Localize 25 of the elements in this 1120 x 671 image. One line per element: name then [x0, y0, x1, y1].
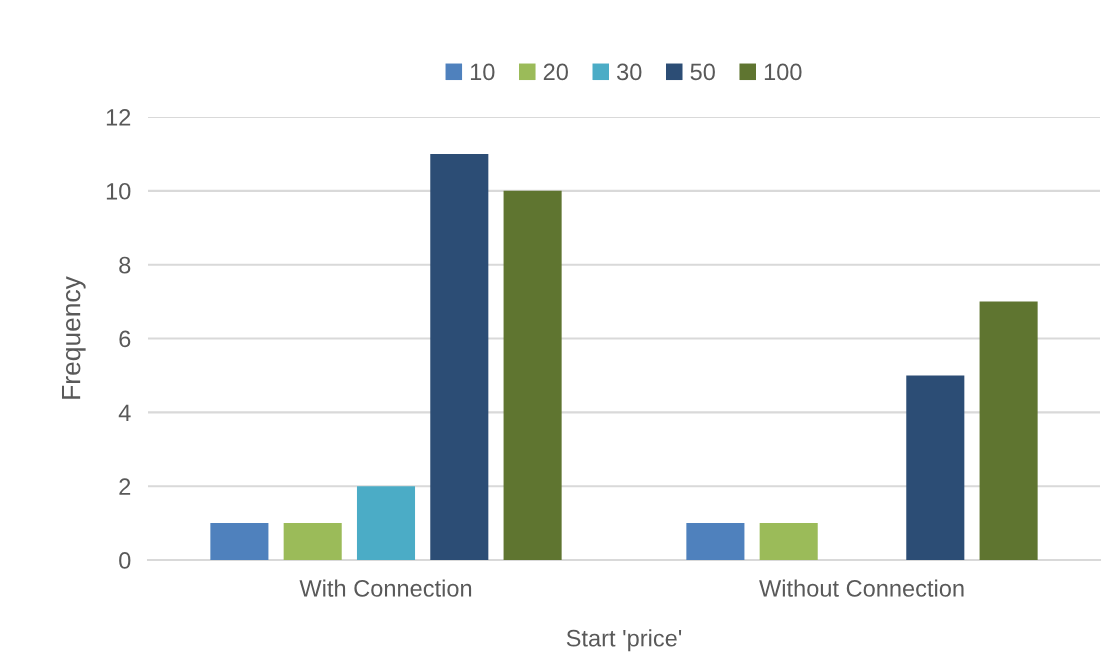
y-tick-label: 2: [119, 478, 131, 495]
bar: [210, 523, 269, 560]
bar: [283, 523, 342, 560]
bar: [759, 523, 818, 560]
y-axis-title: Frequency: [62, 276, 86, 399]
legend-label: 20: [543, 63, 568, 81]
bar: [356, 486, 416, 560]
bar: [430, 153, 489, 560]
x-tick-label: Without Connection: [759, 579, 964, 597]
y-tick-label: 0: [119, 552, 131, 569]
bar: [906, 375, 965, 560]
legend-label: 30: [617, 63, 642, 81]
y-tick-label: 4: [118, 404, 131, 421]
legend-label: 10: [470, 63, 495, 81]
y-tick-label: 8: [119, 256, 131, 274]
y-tick-label: 10: [106, 182, 131, 200]
bar: [503, 190, 562, 560]
legend-label: 50: [690, 63, 715, 81]
legend-label: 100: [764, 63, 802, 81]
bar: [979, 301, 1038, 560]
y-tick-label: 12: [106, 109, 131, 126]
bar: [686, 523, 745, 560]
x-axis-title: Start 'price': [566, 629, 682, 652]
x-tick-label: With Connection: [299, 579, 472, 597]
y-tick-label: 6: [119, 330, 131, 348]
